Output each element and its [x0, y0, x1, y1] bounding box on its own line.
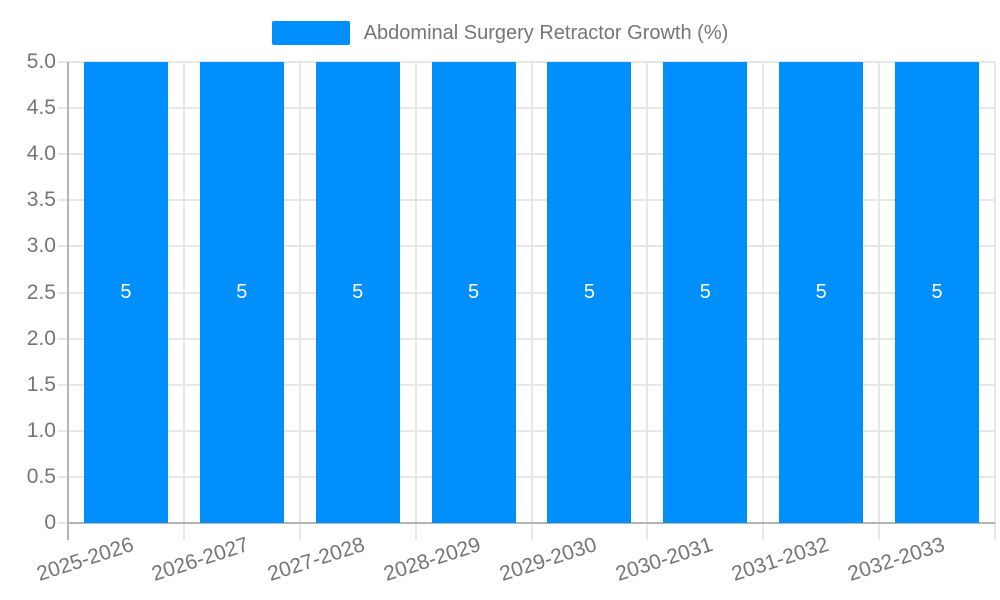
x-gridline	[646, 62, 649, 523]
y-axis-tick-label: 5.0	[26, 50, 56, 73]
y-tick-mark	[58, 475, 68, 478]
x-axis-tick-label: 2029-2030	[496, 533, 600, 586]
x-gridline	[530, 62, 533, 523]
x-axis-tick-label: 2027-2028	[265, 533, 368, 586]
y-tick-mark	[58, 107, 68, 110]
y-tick-mark	[58, 199, 68, 202]
bar[interactable]: 5	[663, 62, 748, 523]
legend-swatch	[271, 21, 350, 45]
x-tick-mark	[762, 523, 765, 540]
x-tick-mark	[414, 523, 417, 540]
y-tick-mark	[58, 153, 68, 156]
x-tick-mark	[878, 523, 881, 540]
y-axis-tick-label: 3.0	[26, 234, 56, 258]
y-tick-mark	[58, 522, 68, 524]
x-tick-mark	[994, 523, 996, 540]
y-tick-mark	[58, 61, 68, 63]
x-gridline	[878, 62, 881, 523]
x-tick-mark	[298, 523, 301, 540]
bar-value-label: 5	[352, 281, 364, 303]
bar-value-label: 5	[699, 281, 711, 303]
bar[interactable]: 5	[315, 62, 400, 523]
y-tick-mark	[58, 245, 68, 248]
bar-value-label: 5	[815, 281, 827, 303]
x-axis-tick-label: 2030-2031	[612, 533, 716, 586]
y-axis-tick-label: 3.5	[26, 188, 56, 212]
bar[interactable]: 5	[83, 62, 168, 523]
x-tick-mark	[646, 523, 649, 540]
x-tick-mark	[182, 523, 185, 540]
x-gridline	[994, 62, 996, 523]
bar-value-label: 5	[236, 281, 248, 303]
bar-value-label: 5	[467, 281, 480, 303]
bar[interactable]: 5	[199, 62, 284, 523]
y-axis-tick-label: 0	[44, 511, 56, 534]
bar[interactable]: 5	[547, 62, 632, 523]
x-axis-tick-label: 2028-2029	[381, 533, 484, 586]
x-gridline	[298, 62, 301, 523]
y-axis-tick-label: 4.5	[26, 96, 56, 120]
y-tick-mark	[58, 291, 68, 294]
y-axis-tick-label: 1.5	[26, 372, 56, 396]
y-tick-mark	[58, 337, 68, 340]
x-gridline	[762, 62, 765, 523]
chart-legend[interactable]: Abdominal Surgery Retractor Growth (%)	[0, 18, 1000, 48]
x-tick-mark	[530, 523, 533, 540]
y-axis-tick-label: 2.5	[26, 280, 56, 304]
x-gridline	[182, 62, 185, 523]
x-gridline	[414, 62, 417, 523]
x-axis-line	[68, 522, 995, 524]
y-tick-mark	[58, 383, 68, 386]
x-axis-tick-label: 2032-2033	[844, 533, 948, 586]
x-axis-tick-label: 2026-2027	[149, 533, 252, 586]
x-axis-tick-label: 2025-2026	[33, 533, 137, 586]
x-axis-tick-label: 2031-2032	[728, 533, 832, 586]
y-axis-tick-label: 4.0	[26, 142, 56, 166]
y-axis-line	[67, 62, 69, 540]
bar-value-label: 5	[120, 281, 132, 303]
y-tick-mark	[58, 429, 68, 432]
y-axis-tick-label: 0.5	[26, 464, 56, 488]
legend-label: Abdominal Surgery Retractor Growth (%)	[363, 21, 729, 44]
y-axis-tick-label: 1.0	[26, 418, 56, 442]
bar[interactable]: 5	[431, 62, 516, 523]
bar[interactable]: 5	[779, 62, 864, 523]
bar-value-label: 5	[583, 281, 595, 303]
bar-value-label: 5	[931, 281, 943, 303]
y-axis-tick-label: 2.0	[26, 326, 56, 350]
bar[interactable]: 5	[895, 62, 980, 523]
